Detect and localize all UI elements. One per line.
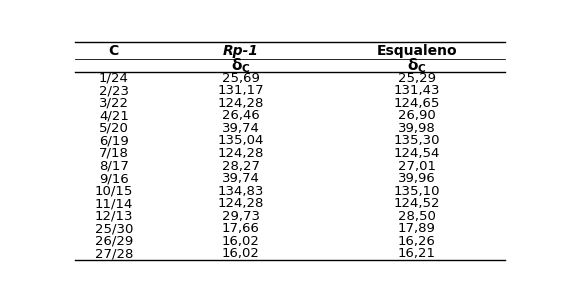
Text: 7/18: 7/18: [99, 147, 128, 160]
Text: 26,46: 26,46: [222, 109, 260, 122]
Text: 39,74: 39,74: [222, 172, 260, 185]
Text: 16,02: 16,02: [222, 235, 260, 248]
Text: 27,01: 27,01: [398, 160, 436, 173]
Text: 39,98: 39,98: [398, 122, 436, 135]
Text: 25/30: 25/30: [95, 222, 133, 235]
Text: 12/13: 12/13: [95, 210, 133, 223]
Text: 124,28: 124,28: [217, 147, 264, 160]
Text: 135,30: 135,30: [393, 134, 440, 147]
Text: 124,65: 124,65: [394, 97, 440, 110]
Text: Esqualeno: Esqualeno: [376, 44, 457, 58]
Text: 135,04: 135,04: [217, 134, 264, 147]
Text: 3/22: 3/22: [99, 97, 129, 110]
Text: 124,54: 124,54: [394, 147, 440, 160]
Text: 39,74: 39,74: [222, 122, 260, 135]
Text: 16,26: 16,26: [398, 235, 436, 248]
Text: 39,96: 39,96: [398, 172, 436, 185]
Text: 16,21: 16,21: [398, 247, 436, 260]
Text: 131,43: 131,43: [393, 84, 440, 97]
Text: 6/19: 6/19: [99, 134, 128, 147]
Text: 134,83: 134,83: [217, 185, 264, 197]
Text: 27/28: 27/28: [95, 247, 133, 260]
Text: 28,50: 28,50: [398, 210, 436, 223]
Text: 5/20: 5/20: [99, 122, 128, 135]
Text: 8/17: 8/17: [99, 160, 128, 173]
Text: 25,29: 25,29: [398, 72, 436, 85]
Text: 29,73: 29,73: [222, 210, 260, 223]
Text: 10/15: 10/15: [95, 185, 133, 197]
Text: 135,10: 135,10: [393, 185, 440, 197]
Text: 17,66: 17,66: [222, 222, 260, 235]
Text: 9/16: 9/16: [99, 172, 128, 185]
Text: 124,28: 124,28: [217, 197, 264, 210]
Text: 26/29: 26/29: [95, 235, 133, 248]
Text: 16,02: 16,02: [222, 247, 260, 260]
Text: 17,89: 17,89: [398, 222, 436, 235]
Text: 124,28: 124,28: [217, 97, 264, 110]
Text: C: C: [109, 44, 119, 58]
Text: 28,27: 28,27: [222, 160, 260, 173]
Text: 25,69: 25,69: [222, 72, 260, 85]
Text: 1/24: 1/24: [99, 72, 128, 85]
Text: 124,52: 124,52: [393, 197, 440, 210]
Text: 131,17: 131,17: [217, 84, 264, 97]
Text: 26,90: 26,90: [398, 109, 436, 122]
Text: 11/14: 11/14: [95, 197, 133, 210]
Text: $\mathbf{\delta_C}$: $\mathbf{\delta_C}$: [231, 56, 251, 75]
Text: 2/23: 2/23: [99, 84, 129, 97]
Text: Rp-1: Rp-1: [222, 44, 259, 58]
Text: $\mathbf{\delta_C}$: $\mathbf{\delta_C}$: [407, 56, 427, 75]
Text: 4/21: 4/21: [99, 109, 128, 122]
